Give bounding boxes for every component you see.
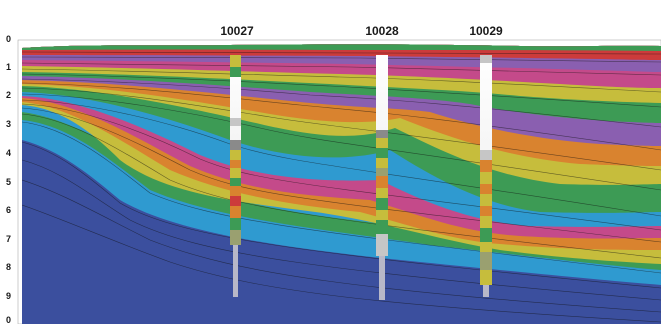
red-top-layer xyxy=(22,44,661,60)
depth-tick-9: 9 xyxy=(6,291,12,301)
depth-tick-0: 0 xyxy=(6,34,12,44)
depth-tick-10: 0 xyxy=(6,315,12,325)
green-surface-layer xyxy=(22,44,661,51)
well-label-10028: 10028 xyxy=(365,24,399,38)
depth-tick-6: 6 xyxy=(6,205,12,215)
depth-tick-5: 5 xyxy=(6,177,12,187)
seismic-reflectors xyxy=(22,51,661,323)
depth-tick-2: 2 xyxy=(6,90,12,100)
depth-tick-1: 1 xyxy=(6,62,12,72)
well-log-10029 xyxy=(480,55,492,297)
well-log-10027 xyxy=(230,55,241,297)
depth-tick-8: 8 xyxy=(6,262,12,272)
depth-tick-7: 7 xyxy=(6,234,12,244)
section-border xyxy=(17,39,661,324)
well-log-10028 xyxy=(376,55,388,300)
well-label-10027: 10027 xyxy=(220,24,254,38)
depth-tick-3: 3 xyxy=(6,119,12,129)
well-label-10029: 10029 xyxy=(469,24,503,38)
depth-tick-4: 4 xyxy=(6,148,12,158)
